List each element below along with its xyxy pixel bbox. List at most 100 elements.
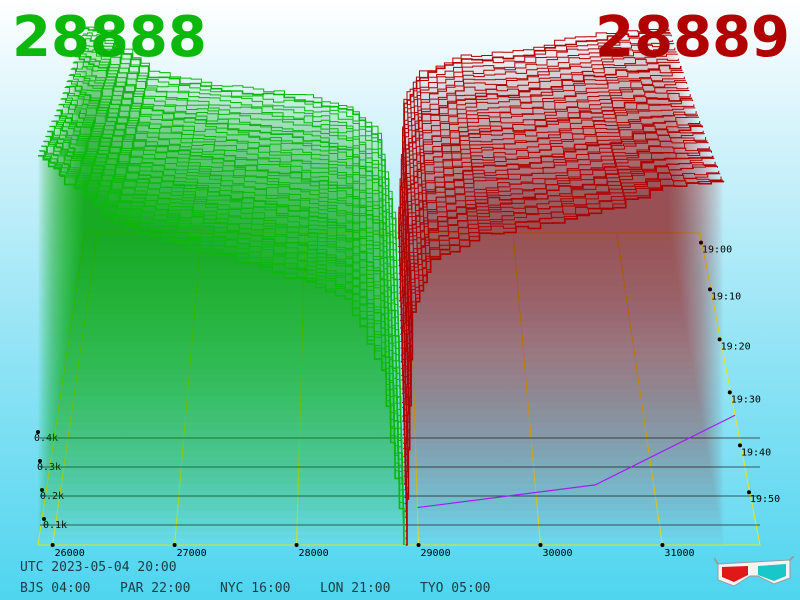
ask-depth-line	[403, 150, 712, 477]
price-tick-label: 26000	[55, 548, 85, 559]
price-gridline	[296, 232, 306, 546]
time-tick-dot	[738, 443, 742, 448]
ask-baseline-line	[417, 414, 736, 509]
price-gridline	[174, 232, 202, 546]
bid-depth-line	[84, 27, 397, 240]
bid-depth-line	[53, 120, 402, 444]
ask-depth-line	[401, 114, 698, 395]
bid-depth-line	[70, 68, 399, 328]
ask-depth-line	[398, 40, 673, 253]
bid-depth-line	[40, 150, 404, 532]
bid-depth-line	[66, 81, 400, 356]
ask-depth-line	[405, 180, 725, 546]
depth-tick-dot	[36, 430, 40, 434]
ask-depth-line	[401, 99, 694, 370]
time-tick-label: 19:20	[721, 341, 751, 352]
ask-depth-line	[401, 107, 696, 381]
price-gridline	[52, 232, 98, 546]
bid-depth-line	[69, 74, 399, 335]
new-york-clock: NYC 16:00	[220, 581, 291, 596]
bid-depth-line	[81, 34, 397, 254]
ask-depth-line	[400, 81, 688, 335]
bid-depth-line	[73, 61, 399, 308]
bid-depth-line	[50, 125, 403, 464]
price-tick-label: 27000	[177, 548, 207, 559]
ask-depth-line	[399, 64, 682, 302]
bid-depth-line	[85, 26, 397, 233]
ask-depth-line	[397, 34, 672, 248]
price-tick-dot	[50, 543, 55, 547]
bid-depth-line	[77, 48, 398, 281]
bid-depth-line	[43, 140, 404, 512]
ask-depth-line	[397, 31, 671, 240]
ask-depth-line	[403, 149, 711, 471]
depth-tick-dot	[38, 459, 42, 463]
london-clock: LON 21:00	[320, 581, 391, 596]
bid-depth-line	[49, 125, 403, 471]
bid-depth-line	[38, 155, 405, 545]
depth-tick-label: 0.1k	[43, 520, 67, 531]
ask-depth-line	[399, 76, 685, 322]
3d-glasses-icon[interactable]	[714, 556, 794, 592]
ask-depth-line	[400, 90, 690, 349]
time-tick-label: 19:40	[741, 447, 771, 458]
ask-depth-line	[404, 166, 718, 512]
price-tick-label: 29000	[421, 548, 451, 559]
ask-depth-line	[399, 61, 680, 294]
bid-depth-line	[61, 98, 401, 389]
time-tick-dot	[727, 390, 732, 395]
ask-depth-line	[397, 28, 670, 234]
time-tick-dot	[747, 490, 751, 495]
time-tick-dot	[708, 287, 712, 292]
ask-depth-line	[399, 69, 683, 308]
time-tick-label: 19:50	[750, 494, 780, 505]
time-tick-label: 19:10	[711, 291, 741, 302]
utc-clock: UTC 2023-05-04 20:00	[20, 560, 177, 575]
ask-depth-line	[398, 43, 675, 261]
bid-depth-line	[72, 62, 399, 315]
beijing-clock: BJS 04:00	[20, 581, 91, 596]
ask-depth-line	[403, 142, 709, 458]
bid-depth-line	[52, 120, 402, 450]
price-tick-dot	[172, 543, 177, 547]
bid-depth-line	[62, 92, 400, 383]
time-tick-label: 19:30	[731, 394, 761, 405]
ask-depth-line	[400, 93, 691, 356]
price-tick-label: 30000	[542, 548, 572, 559]
price-tick-label: 28000	[299, 548, 329, 559]
bid-depth-line	[79, 41, 397, 267]
price-tick-label: 31000	[664, 548, 694, 559]
ask-depth-line	[400, 97, 693, 363]
price-tick-dot	[538, 543, 543, 547]
bid-depth-line	[78, 43, 398, 274]
bid-depth-line	[56, 109, 402, 423]
ask-depth-line	[398, 51, 677, 275]
ask-depth-line	[405, 170, 720, 518]
ask-depth-line	[398, 53, 678, 280]
depth-tick-dot	[42, 517, 46, 521]
bid-depth-line	[65, 85, 400, 362]
paris-clock: PAR 22:00	[120, 581, 191, 596]
ask-depth-line	[402, 124, 702, 417]
price-gridline	[616, 232, 663, 546]
tokyo-clock: TYO 05:00	[420, 581, 491, 596]
time-tick-dot	[699, 240, 703, 245]
depth-tick-label: 0.3k	[37, 462, 61, 473]
ask-depth-line	[398, 47, 676, 267]
bid-depth-line	[74, 55, 399, 301]
depth-tick-label: 0.2k	[40, 491, 64, 502]
ask-depth-line	[401, 104, 695, 376]
depth-tick-dot	[40, 488, 44, 492]
price-tick-dot	[416, 543, 421, 547]
ask-depth-line	[403, 140, 708, 450]
ask-depth-line	[402, 125, 703, 422]
bid-depth-line	[45, 135, 404, 498]
time-tick-label: 19:00	[702, 245, 732, 256]
ask-depth-line	[399, 72, 684, 315]
price-tick-dot	[660, 543, 665, 547]
price-tick-dot	[294, 543, 299, 547]
bid-depth-line	[68, 74, 399, 342]
bid-depth-line	[48, 131, 403, 478]
bid-depth-line	[59, 103, 401, 403]
